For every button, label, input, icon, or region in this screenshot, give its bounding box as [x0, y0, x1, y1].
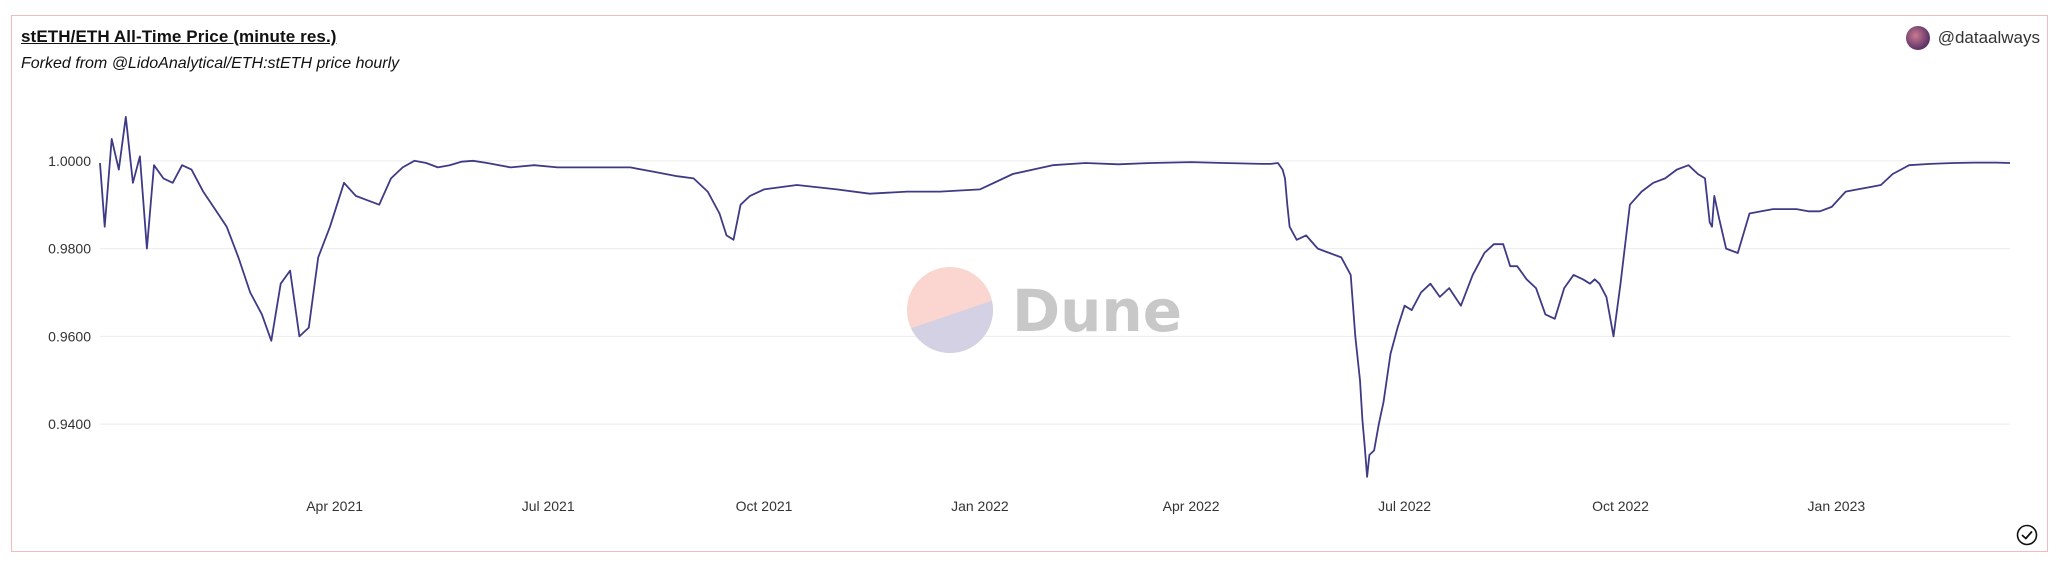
- price-series-line[interactable]: [99, 116, 2011, 478]
- check-circle-icon[interactable]: [2016, 524, 2038, 546]
- chart-title[interactable]: stETH/ETH All-Time Price (minute res.): [21, 27, 337, 46]
- author-name: @dataalways: [1937, 28, 2040, 47]
- watermark-text: Dune: [1012, 277, 1182, 345]
- y-tick-label: 0.9800: [48, 241, 91, 257]
- y-tick-label: 0.9400: [48, 416, 91, 432]
- x-tick-label: Oct 2022: [1592, 498, 1649, 514]
- x-tick-label: Jan 2022: [951, 498, 1009, 514]
- avatar-icon: [1905, 26, 1930, 50]
- x-tick-label: Jul 2021: [522, 498, 575, 514]
- y-tick-label: 1.0000: [48, 153, 91, 169]
- series-group: [99, 116, 2011, 478]
- x-tick-label: Oct 2021: [736, 498, 793, 514]
- x-axis: Apr 2021 Jul 2021 Oct 2021 Jan 2022 Apr 2022…: [306, 498, 1865, 514]
- x-tick-label: Jul 2022: [1378, 498, 1431, 514]
- chart-card: [11, 15, 2048, 552]
- x-tick-label: Jan 2023: [1808, 498, 1866, 514]
- x-tick-label: Apr 2021: [306, 498, 363, 514]
- y-axis: 1.0000 0.9800 0.9600 0.9400: [48, 153, 91, 432]
- y-tick-label: 0.9600: [48, 328, 91, 344]
- x-tick-label: Apr 2022: [1163, 498, 1220, 514]
- chart-subtitle: Forked from @LidoAnalytical/ETH:stETH pr…: [21, 55, 400, 72]
- dune-watermark: Dune: [907, 267, 1182, 353]
- author-link[interactable]: @dataalways: [1905, 26, 2040, 50]
